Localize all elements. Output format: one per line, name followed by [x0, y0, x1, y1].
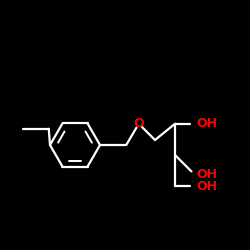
- Text: OH: OH: [196, 180, 217, 193]
- Text: OH: OH: [196, 117, 217, 130]
- Text: O: O: [134, 117, 144, 130]
- Text: OH: OH: [196, 168, 217, 181]
